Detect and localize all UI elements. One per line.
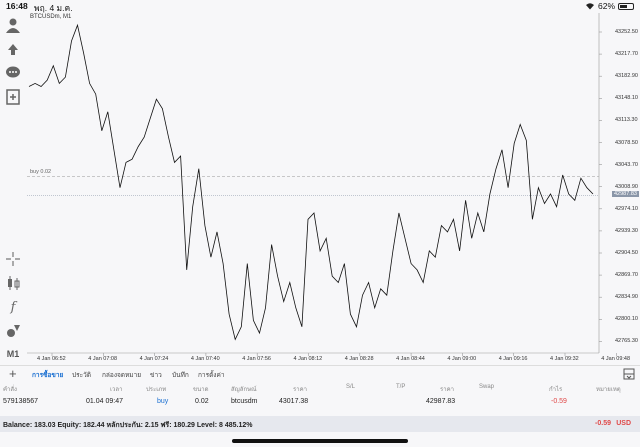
y-tick-label: 42869.70 (615, 272, 638, 279)
status-icons: 62% (585, 1, 634, 11)
chart-title: BTCUSDm, M1 (30, 14, 72, 20)
x-tick-label: 4 Jan 09:16 (498, 356, 528, 362)
current-price-tag: 42987.83 (612, 191, 639, 198)
clock: 16:48 (6, 1, 28, 11)
price-chart[interactable]: BTCUSDm, M1 buy 0.02 42987.83 43252.50 43… (27, 13, 640, 365)
order-symbol: btcusdm (231, 398, 258, 405)
x-tick-label: 4 Jan 09:00 (447, 356, 477, 362)
y-tick-label: 43252.50 (615, 29, 638, 35)
balance-text: Balance: 183.03 Equity: 182.44 หลักประกั… (3, 422, 253, 429)
buy-level-label: buy 0.02 (30, 168, 52, 175)
x-tick-label: 4 Jan 06:52 (37, 356, 66, 362)
new-order-icon[interactable] (4, 88, 22, 106)
wifi-icon (585, 3, 594, 10)
tab-trade[interactable]: การซื้อขาย (32, 372, 64, 379)
chat-icon[interactable] (4, 64, 22, 82)
account-summary: Balance: 183.03 Equity: 182.44 หลักประกั… (0, 416, 640, 432)
y-tick-label: 43148.10 (615, 95, 638, 102)
trade-arrows-icon[interactable] (4, 40, 22, 58)
battery-icon (618, 2, 634, 10)
col-current-price: ราคา (440, 387, 454, 393)
chart-canvas (27, 13, 617, 356)
timeframe-button[interactable]: M1 (6, 349, 20, 359)
y-tick-label: 43078.50 (615, 139, 638, 146)
col-comment: หมายเหตุ (596, 387, 621, 393)
x-tick-label: 4 Jan 08:28 (344, 356, 374, 362)
order-time: 01.04 09:47 (86, 398, 123, 405)
order-volume: 0.02 (195, 398, 209, 405)
y-tick-label: 43217.70 (615, 51, 638, 58)
col-profit: กำไร (549, 387, 563, 393)
y-tick-label: 42974.10 (615, 205, 638, 212)
tab-journal[interactable]: บันทึก (172, 372, 189, 379)
col-sl: S/L (346, 384, 356, 390)
x-tick-label: 4 Jan 08:12 (293, 356, 323, 362)
y-tick-label: 43113.30 (615, 117, 638, 124)
price-series-line (28, 23, 594, 341)
y-tick-label: 42939.30 (615, 227, 638, 234)
add-icon[interactable]: + (9, 366, 17, 381)
y-tick-label: 43043.70 (615, 161, 638, 168)
x-tick-label: 4 Jan 07:24 (139, 356, 169, 362)
col-tp: T/P (396, 384, 406, 390)
x-tick-label: 4 Jan 07:40 (190, 356, 220, 362)
terminal-tabs: + การซื้อขาย ประวัติ กล่องจดหมาย ข่าว บั… (0, 365, 640, 382)
y-tick-label: 42904.50 (615, 250, 638, 256)
col-type: ประเภท (146, 387, 167, 393)
col-order: คำสั่ง (3, 387, 17, 393)
y-tick-label: 42834.90 (615, 294, 638, 301)
x-tick-label: 4 Jan 07:56 (242, 356, 271, 362)
currency: USD (616, 420, 631, 427)
x-tick-label: 4 Jan 08:44 (396, 356, 425, 362)
x-tick-label: 4 Jan 09:48 (601, 356, 631, 362)
current-price: 42987.83 (426, 398, 456, 405)
status-bar: 16:48 พฤ. 4 ม.ค. 62% (0, 0, 640, 13)
col-volume: ขนาด (193, 387, 209, 393)
date: พฤ. 4 ม.ค. (34, 3, 73, 13)
home-indicator[interactable] (232, 439, 408, 443)
tab-news[interactable]: ข่าว (150, 372, 162, 379)
crosshair-icon[interactable] (4, 250, 22, 268)
col-open-price: ราคา (293, 387, 307, 393)
order-id: 579138567 (3, 398, 39, 405)
y-tick-label: 42765.30 (615, 338, 638, 345)
x-tick-label: 4 Jan 09:32 (550, 356, 579, 362)
table-row[interactable]: 579138567 01.04 09:47 buy 0.02 btcusdm 4… (0, 398, 640, 414)
positions-header: คำสั่ง เวลา ประเภท ขนาด สัญลักษณ์ ราคา S… (0, 384, 640, 395)
tab-history[interactable]: ประวัติ (72, 372, 91, 379)
order-type: buy (157, 398, 169, 405)
layout-toggle-icon[interactable] (623, 368, 635, 380)
left-toolbar: f M1 (0, 13, 27, 363)
total-profit: -0.59 (595, 420, 611, 427)
tab-settings[interactable]: การตั้งค่า (198, 372, 225, 379)
col-swap: Swap (479, 384, 495, 390)
open-price: 43017.38 (279, 398, 309, 405)
user-icon[interactable] (4, 16, 22, 34)
x-tick-label: 4 Jan 07:08 (88, 356, 118, 362)
col-time: เวลา (110, 387, 123, 393)
indicators-icon[interactable]: f (10, 299, 16, 315)
objects-icon[interactable] (4, 322, 22, 340)
chart-type-icon[interactable] (4, 274, 22, 292)
y-tick-label: 43008.90 (615, 183, 638, 190)
y-tick-label: 42800.10 (615, 316, 638, 323)
y-tick-label: 43182.90 (615, 73, 638, 80)
battery-percent: 62% (597, 1, 615, 11)
profit-value: -0.59 (551, 398, 567, 405)
tab-mailbox[interactable]: กล่องจดหมาย (102, 372, 142, 379)
col-symbol: สัญลักษณ์ (231, 387, 257, 393)
